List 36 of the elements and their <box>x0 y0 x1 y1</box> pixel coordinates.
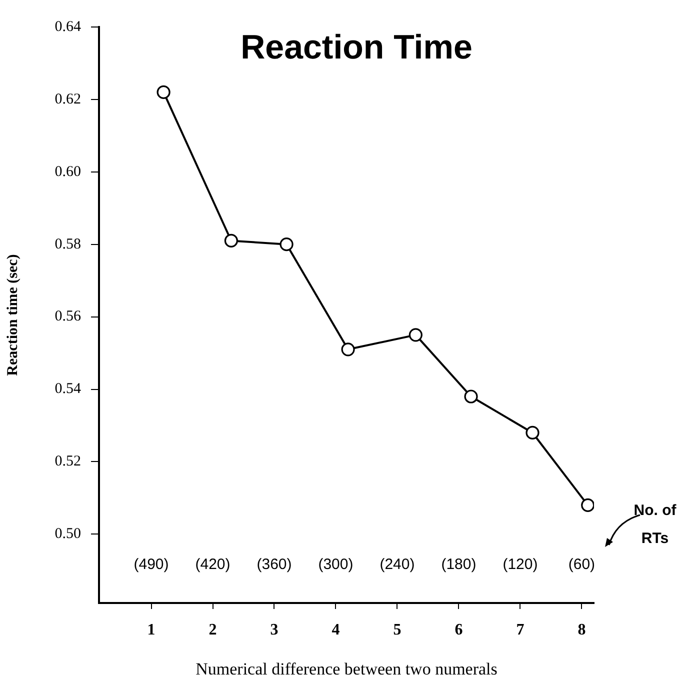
y-tick-label: 0.62 <box>54 91 81 108</box>
chart-title: Reaction Time <box>240 28 472 66</box>
y-tick-label: 0.58 <box>54 236 81 252</box>
annotation: (300) <box>318 556 354 574</box>
point <box>464 390 478 404</box>
annotation: (60) <box>568 556 596 574</box>
y-tick-label: 0.64 <box>54 18 82 35</box>
point <box>526 426 540 440</box>
point <box>341 342 355 356</box>
point <box>408 328 422 342</box>
text: No. of RTs <box>632 501 678 549</box>
x-tick-label: 3 <box>270 622 278 639</box>
point <box>156 85 170 100</box>
annotation: (240) <box>380 556 415 574</box>
y-tick-label: 0.50 <box>54 526 81 542</box>
x-tick-label: 6 <box>454 622 463 639</box>
annotation: (490) <box>134 556 169 574</box>
y-tick-label: 0.52 <box>54 454 81 470</box>
point <box>280 238 294 252</box>
x-tick-label: 4 <box>332 622 340 639</box>
point <box>581 498 594 512</box>
x-tick-label: 2 <box>208 622 217 639</box>
x-tick-label: 1 <box>147 622 156 639</box>
y-tick-label: 0.54 <box>54 381 82 398</box>
annotation: (120) <box>502 556 538 574</box>
x-tick-label: 8 <box>578 622 586 639</box>
point <box>224 234 238 248</box>
annotation: (360) <box>256 556 292 574</box>
x-tick-label: 7 <box>516 622 524 639</box>
x-tick-label: 5 <box>393 622 402 639</box>
annotation: (180) <box>441 556 476 574</box>
y-tick-label: 0.56 <box>54 308 82 325</box>
x-axis-title: Numerical difference between two numerals <box>196 659 498 678</box>
annotation: (420) <box>195 556 230 574</box>
y-tick-label: 0.60 <box>54 164 81 180</box>
y-axis-title: Reaction time (sec) <box>4 254 21 376</box>
